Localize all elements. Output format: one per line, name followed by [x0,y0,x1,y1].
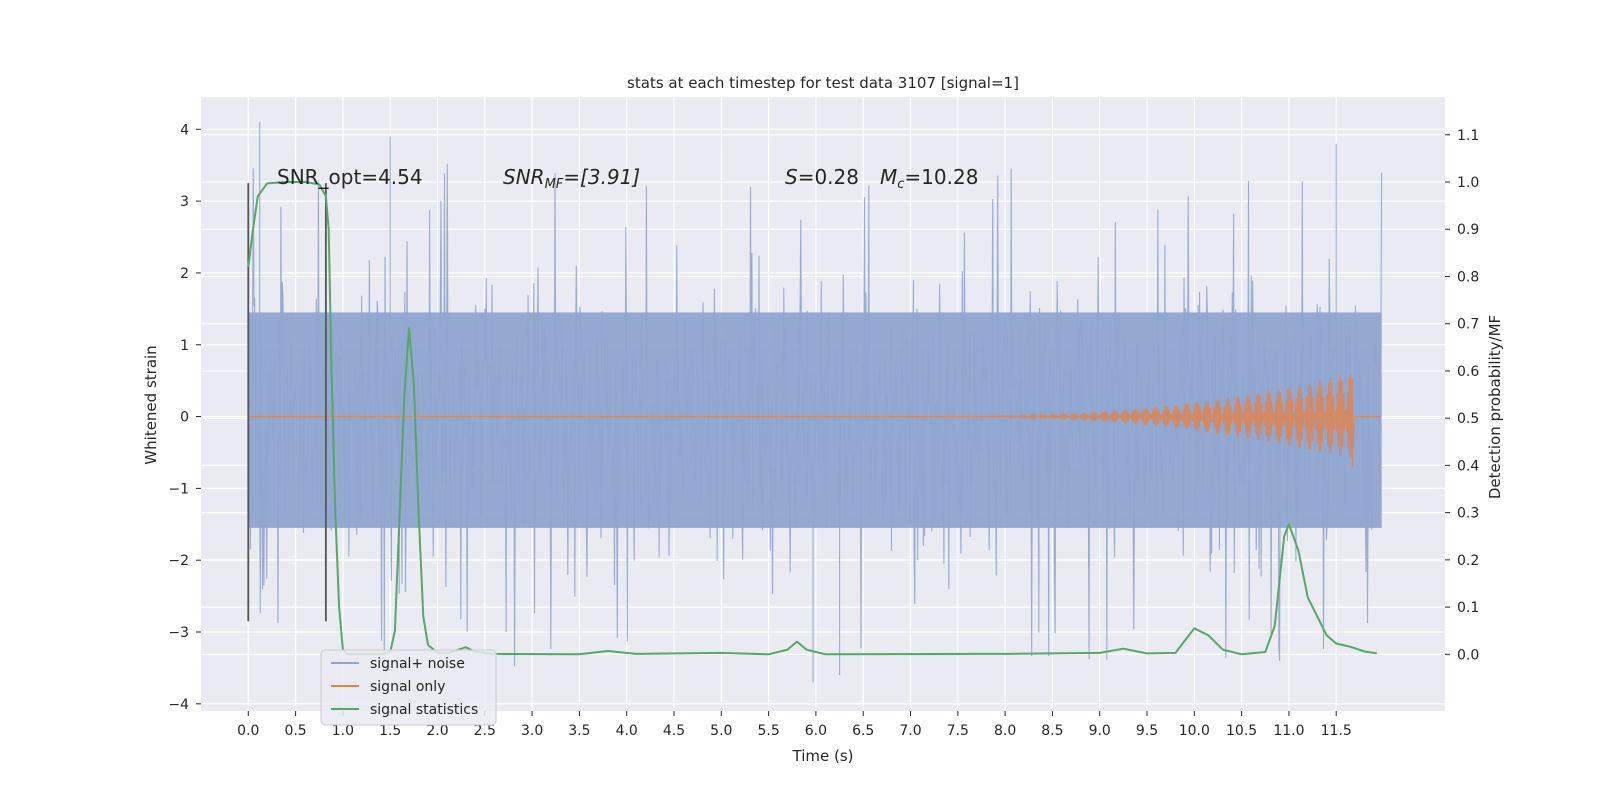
y-right-tick-label-9: 0.9 [1457,222,1479,238]
y-right-tick-label-10: 1.0 [1457,175,1479,191]
x-axis-ticks: 0.0 0.5 1.0 1.5 2.0 2.5 3.0 3.5 4.0 4.5 5.0 5.5 6.0 6… [237,711,1352,739]
y-axis-right-label: Detection probability/MF [1486,315,1504,499]
snr-mf-sub: MF [545,177,564,192]
s-main: S [785,165,798,189]
legend-label-signal-noise: signal+ noise [370,656,465,672]
x-tick-label-3: 1.5 [379,723,401,739]
y-right-tick-label-3: 0.3 [1457,506,1479,522]
y-left-tick-label-1: −3 [168,625,189,641]
legend-label-signal-statistics: signal statistics [370,702,478,718]
y-right-tick-label-1: 0.1 [1457,600,1479,616]
series-signal-statistics-line [247,181,1378,656]
s-rest: =0.28 [798,165,859,189]
x-tick-label-13: 6.5 [852,723,874,739]
y-right-tick-label-11: 1.1 [1457,128,1479,144]
x-tick-label-8: 4.0 [616,723,638,739]
x-tick-label-5: 2.5 [474,723,496,739]
series-signal-noise-line [247,122,1383,683]
y-left-tick-label-0: −4 [168,697,189,713]
x-tick-label-6: 3.0 [521,723,543,739]
y-right-tick-label-7: 0.7 [1457,317,1479,333]
x-tick-label-7: 3.5 [568,723,590,739]
x-tick-label-2: 1.0 [332,723,354,739]
annotation-mc: Mc=10.28 [880,165,978,192]
chart-title: stats at each timestep for test data 310… [627,74,1019,92]
x-tick-label-0: 0.0 [237,723,259,739]
legend-box [320,649,497,726]
series-signal-only-line [248,373,1382,467]
snr-mf-main: SNR [503,165,545,189]
y-right-tick-label-6: 0.6 [1457,364,1479,380]
x-tick-label-20: 10.0 [1179,723,1210,739]
x-tick-label-18: 9.0 [1089,723,1111,739]
y-left-tick-label-2: −2 [168,553,189,569]
x-tick-label-23: 11.5 [1321,723,1352,739]
x-tick-label-16: 8.0 [994,723,1016,739]
x-tick-label-19: 9.5 [1136,723,1158,739]
mc-main: M [880,165,897,189]
y-right-tick-label-0: 0.0 [1457,647,1479,663]
y-left-tick-label-3: −1 [168,481,189,497]
x-axis-label: Time (s) [792,747,854,765]
y-right-tick-label-4: 0.4 [1457,458,1479,474]
x-tick-label-4: 2.0 [426,723,448,739]
x-tick-label-14: 7.0 [899,723,921,739]
y-axis-left-label: Whitened strain [142,345,160,464]
x-tick-label-1: 0.5 [284,723,306,739]
x-tick-label-17: 8.5 [1041,723,1063,739]
plot-area [247,122,1383,683]
x-tick-label-9: 4.5 [663,723,685,739]
mc-rest: =10.28 [904,165,978,189]
annotation-snr-opt: SNR_opt=4.54 [277,165,423,189]
y-right-tick-label-5: 0.5 [1457,411,1479,427]
y-left-tick-label-7: 3 [180,194,189,210]
y-axis-left-ticks: −4 −3 −2 −1 0 1 2 3 4 [168,122,201,713]
y-right-tick-label-2: 0.2 [1457,553,1479,569]
y-right-tick-label-8: 0.8 [1457,269,1479,285]
mc-sub: c [897,177,904,192]
y-axis-right-ticks: 0.0 0.1 0.2 0.3 0.4 0.5 0.6 0.7 0.8 0.9 1.0 1.1 [1445,128,1479,663]
x-tick-label-21: 10.5 [1226,723,1257,739]
snr-mf-rest: =[3.91] [563,165,640,189]
y-left-tick-label-4: 0 [180,410,189,426]
x-tick-label-22: 11.0 [1273,723,1304,739]
y-left-tick-label-6: 2 [180,266,189,282]
annotation-snr-mf: SNRMF=[3.91] [503,165,640,192]
legend-label-signal-only: signal only [370,679,445,695]
x-tick-label-10: 5.0 [710,723,732,739]
x-tick-label-12: 6.0 [805,723,827,739]
annotation-s: S=0.28 [785,165,859,189]
x-tick-label-15: 7.5 [947,723,969,739]
legend: signal+ noise signal only signal statist… [320,649,497,726]
y-left-tick-label-5: 1 [180,338,189,354]
y-left-tick-label-8: 4 [180,122,189,138]
x-tick-label-11: 5.5 [757,723,779,739]
